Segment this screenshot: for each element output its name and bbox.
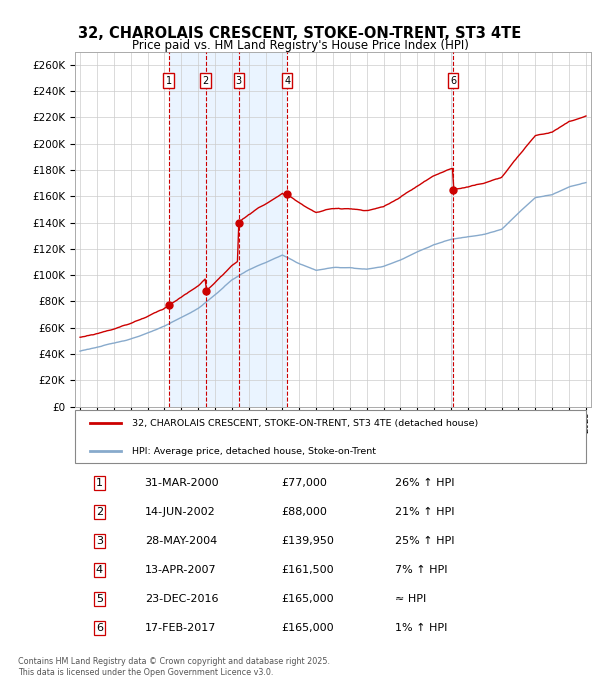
Text: 6: 6 (450, 75, 456, 86)
Text: 32, CHAROLAIS CRESCENT, STOKE-ON-TRENT, ST3 4TE: 32, CHAROLAIS CRESCENT, STOKE-ON-TRENT, … (79, 26, 521, 41)
Text: 28-MAY-2004: 28-MAY-2004 (145, 536, 217, 546)
Text: £161,500: £161,500 (281, 565, 334, 575)
Text: 13-APR-2007: 13-APR-2007 (145, 565, 216, 575)
Text: 21% ↑ HPI: 21% ↑ HPI (395, 507, 454, 517)
Text: £88,000: £88,000 (281, 507, 327, 517)
Text: £165,000: £165,000 (281, 624, 334, 634)
Text: 5: 5 (96, 594, 103, 605)
Text: 1% ↑ HPI: 1% ↑ HPI (395, 624, 447, 634)
Text: 1: 1 (166, 75, 172, 86)
Text: £139,950: £139,950 (281, 536, 334, 546)
Text: 32, CHAROLAIS CRESCENT, STOKE-ON-TRENT, ST3 4TE (detached house): 32, CHAROLAIS CRESCENT, STOKE-ON-TRENT, … (132, 419, 478, 428)
Text: ≈ HPI: ≈ HPI (395, 594, 426, 605)
Text: 14-JUN-2002: 14-JUN-2002 (145, 507, 215, 517)
Text: 25% ↑ HPI: 25% ↑ HPI (395, 536, 454, 546)
Text: 3: 3 (96, 536, 103, 546)
Text: HPI: Average price, detached house, Stoke-on-Trent: HPI: Average price, detached house, Stok… (132, 447, 376, 456)
Text: 6: 6 (96, 624, 103, 634)
Text: 31-MAR-2000: 31-MAR-2000 (145, 477, 219, 488)
Text: 2: 2 (203, 75, 209, 86)
Text: Price paid vs. HM Land Registry's House Price Index (HPI): Price paid vs. HM Land Registry's House … (131, 39, 469, 52)
Text: 17-FEB-2017: 17-FEB-2017 (145, 624, 216, 634)
Text: 7% ↑ HPI: 7% ↑ HPI (395, 565, 448, 575)
Text: £77,000: £77,000 (281, 477, 327, 488)
Text: £165,000: £165,000 (281, 594, 334, 605)
Text: 3: 3 (236, 75, 242, 86)
Text: 4: 4 (284, 75, 290, 86)
Bar (239, 52, 287, 407)
Text: 4: 4 (95, 565, 103, 575)
Bar (451, 52, 453, 407)
Text: 23-DEC-2016: 23-DEC-2016 (145, 594, 218, 605)
Text: 26% ↑ HPI: 26% ↑ HPI (395, 477, 454, 488)
Text: 2: 2 (95, 507, 103, 517)
Bar (206, 52, 239, 407)
FancyBboxPatch shape (75, 410, 586, 463)
Text: Contains HM Land Registry data © Crown copyright and database right 2025.
This d: Contains HM Land Registry data © Crown c… (18, 657, 330, 677)
Text: 1: 1 (96, 477, 103, 488)
Bar (169, 52, 206, 407)
